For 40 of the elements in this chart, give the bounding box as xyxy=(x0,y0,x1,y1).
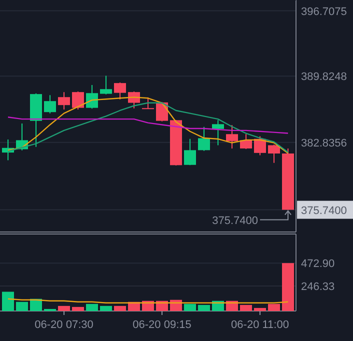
bar xyxy=(198,304,210,311)
bar xyxy=(16,302,28,311)
candlestick xyxy=(58,92,70,110)
x-tick-label: 06-20 11:00 xyxy=(231,319,289,331)
bar xyxy=(114,306,126,311)
bar xyxy=(184,304,196,311)
candlestick xyxy=(44,94,56,114)
candlestick xyxy=(100,75,112,95)
bar xyxy=(86,304,98,311)
bar xyxy=(240,304,252,311)
bar xyxy=(268,304,280,311)
candlestick xyxy=(72,91,84,110)
bar xyxy=(72,306,84,311)
candlestick xyxy=(128,91,140,109)
bar xyxy=(58,306,70,311)
bar xyxy=(30,298,42,311)
ref-line-label: 375.7400 xyxy=(301,204,347,217)
candlestick xyxy=(268,144,280,164)
candlestick xyxy=(198,126,210,152)
annotation: 375.7400 xyxy=(212,214,258,227)
y-tick-label: 246.33 xyxy=(301,281,335,294)
candlestick xyxy=(240,134,252,150)
candlestick xyxy=(226,124,238,149)
line-series xyxy=(7,116,289,134)
bar xyxy=(254,308,266,311)
x-tick-label: 06-20 07:30 xyxy=(34,319,94,331)
candlestick xyxy=(114,82,126,100)
x-tick-label: 06-20 09:15 xyxy=(132,319,192,331)
candlestick xyxy=(86,84,98,110)
candlestick xyxy=(212,120,224,146)
bar xyxy=(282,263,294,311)
candlestick xyxy=(254,136,266,156)
y-tick-label: 396.7075 xyxy=(301,6,347,18)
y-tick-label: 382.8356 xyxy=(301,137,347,150)
y-tick-label: 389.8248 xyxy=(301,71,347,84)
bar xyxy=(100,306,112,311)
y-tick-label: 472.90 xyxy=(301,258,335,270)
candlestick xyxy=(142,96,154,110)
bar xyxy=(2,292,14,311)
candlestick xyxy=(184,138,196,166)
